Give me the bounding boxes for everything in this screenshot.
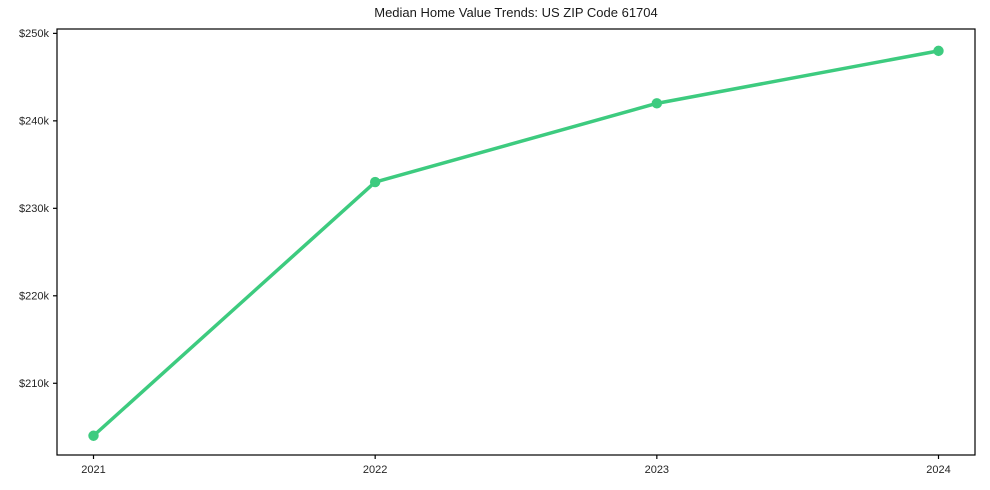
data-point-2023 <box>651 98 663 109</box>
chart-title: Median Home Value Trends: US ZIP Code 61… <box>374 5 658 20</box>
x-axis-tick-label: 2022 <box>363 464 387 476</box>
data-point-2021 <box>88 430 99 441</box>
x-axis-tick-label: 2024 <box>926 464 950 476</box>
y-axis-tick-label: $220k <box>19 290 49 302</box>
y-axis-tick-label: $250k <box>19 28 49 40</box>
y-axis-tick-label: $240k <box>19 115 49 127</box>
y-axis-tick-label: $210k <box>19 378 49 390</box>
data-point-2024 <box>933 45 944 57</box>
x-axis-tick-label: 2023 <box>645 464 669 476</box>
y-axis-tick-label: $230k <box>19 203 49 215</box>
plot-area-spines <box>56 28 976 456</box>
data-point-2022 <box>369 176 381 188</box>
median-home-value-line <box>91 49 941 438</box>
x-axis-tick-label: 2021 <box>81 464 105 476</box>
